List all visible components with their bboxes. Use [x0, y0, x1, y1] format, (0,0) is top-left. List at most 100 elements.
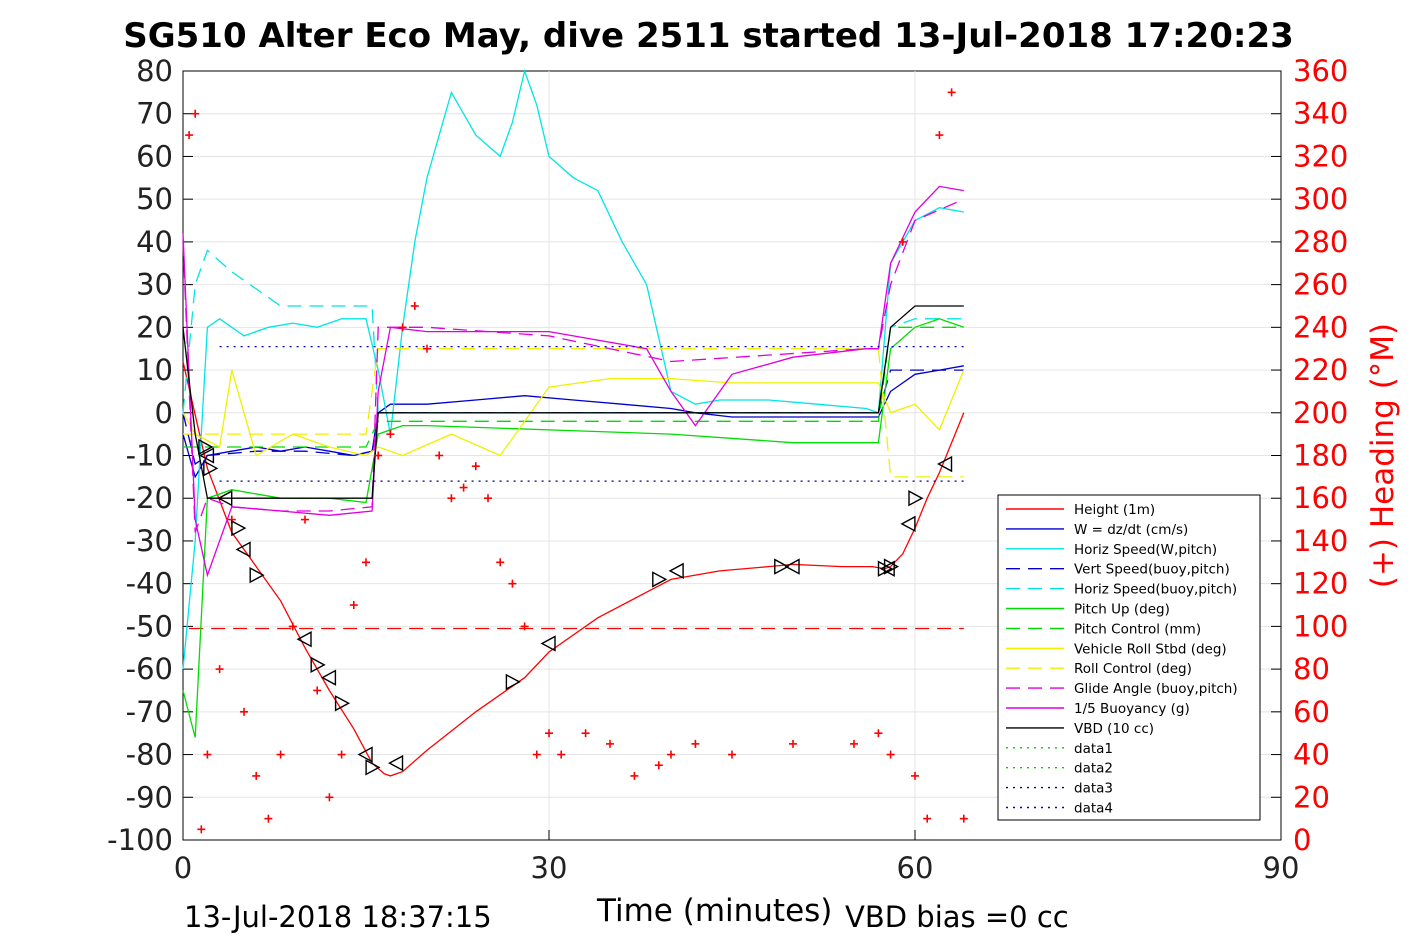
y-tick-label-left: -60: [126, 652, 173, 686]
legend-label: Vehicle Roll Stbd (deg): [1074, 641, 1227, 657]
heading-marker: [252, 771, 261, 780]
legend-entry: 1/5 Buoyancy (g): [1006, 701, 1190, 717]
y-tick-label-left: 80: [136, 54, 173, 88]
y-tick-label-right: 220: [1293, 353, 1348, 387]
legend-entry: data3: [1006, 781, 1113, 797]
heading-marker: [520, 622, 529, 631]
y-tick-label-left: 10: [136, 353, 173, 387]
heading-marker: [203, 750, 212, 759]
legend-entry: data1: [1006, 741, 1113, 757]
y-tick-label-right: 80: [1293, 652, 1330, 686]
footer-timestamp: 13-Jul-2018 18:37:15: [184, 900, 492, 934]
y-tick-label-left: 30: [136, 268, 173, 302]
heading-marker: [423, 344, 431, 353]
heading-marker: [691, 739, 700, 748]
series-line-vehicle-roll-stbd-deg: [182, 369, 965, 457]
y-tick-label-left: -80: [126, 738, 173, 772]
heading-marker: [911, 771, 919, 780]
heading-marker: [313, 686, 322, 695]
legend-label: Pitch Up (deg): [1074, 602, 1170, 618]
heading-marker: [935, 131, 944, 140]
heading-marker: [197, 825, 206, 834]
height-triangle-marker: [198, 438, 214, 456]
height-triangle-marker: [388, 754, 404, 772]
legend-label: data4: [1074, 801, 1113, 817]
height-triangle-marker: [774, 558, 790, 575]
heading-marker: [471, 462, 480, 471]
height-triangle-marker: [249, 566, 265, 584]
heading-marker: [215, 665, 224, 674]
series-line-horiz-speed-w-pitch: [182, 68, 964, 670]
legend-entry: Horiz Speed(W,pitch): [1006, 542, 1217, 558]
legend-entry: VBD (10 cc): [1006, 721, 1154, 737]
y-tick-label-right: 200: [1293, 396, 1348, 430]
heading-marker: [630, 771, 639, 780]
height-triangle-marker: [320, 669, 337, 686]
heading-marker: [886, 750, 895, 759]
heading-marker: [898, 237, 907, 246]
heading-marker: [362, 558, 370, 567]
height-triangle-marker: [235, 541, 251, 558]
legend-entry: Vehicle Roll Stbd (deg): [1006, 641, 1227, 657]
y-tick-label-right: 300: [1293, 182, 1348, 216]
y-tick-label-right: 360: [1293, 54, 1348, 88]
y-tick-label-left: 40: [136, 225, 173, 259]
legend-label: W = dz/dt (cm/s): [1074, 522, 1188, 538]
y-tick-label-right: 60: [1293, 695, 1330, 729]
legend-entry: Roll Control (deg): [1006, 661, 1192, 677]
height-triangle-marker: [540, 635, 556, 652]
series-line-w-dz-dt-cm-s: [182, 365, 964, 479]
height-triangle-marker: [217, 490, 233, 507]
heading-marker: [728, 750, 736, 759]
height-triangle-marker: [505, 673, 521, 691]
heading-marker: [484, 494, 492, 503]
height-triangle-marker: [231, 519, 247, 537]
vbd-bias-label: VBD bias =0 cc: [845, 900, 1069, 934]
legend-entry: data4: [1006, 801, 1113, 817]
legend-entry: Horiz Speed(buoy,pitch): [1006, 582, 1237, 598]
heading-marker: [850, 739, 858, 748]
x-tick-label: 60: [897, 851, 934, 885]
heading-marker: [398, 323, 407, 332]
y-tick-label-right: 100: [1293, 609, 1348, 643]
y-tick-label-right: 20: [1293, 780, 1330, 814]
x-tick-label: 0: [174, 851, 192, 885]
heading-marker: [447, 494, 456, 503]
y-tick-label-right: 260: [1293, 268, 1348, 302]
height-triangle-marker: [357, 746, 373, 763]
height-triangle-marker: [334, 695, 351, 712]
y-tick-label-left: 20: [136, 310, 173, 344]
heading-marker: [325, 793, 334, 802]
heading-marker: [386, 430, 395, 439]
y-tick-label-right: 140: [1293, 524, 1348, 558]
legend-label: Vert Speed(buoy,pitch): [1074, 562, 1230, 578]
y-tick-label-right: 120: [1293, 567, 1348, 601]
heading-marker: [185, 131, 194, 140]
legend-entry: data2: [1006, 761, 1113, 777]
heading-marker: [349, 601, 358, 610]
heading-marker: [581, 729, 590, 738]
heading-marker: [435, 451, 444, 460]
height-triangle-marker: [668, 562, 684, 580]
height-triangle-marker: [784, 558, 800, 575]
legend-label: Glide Angle (buoy,pitch): [1074, 681, 1238, 697]
heading-marker: [240, 707, 248, 716]
legend-entry: Pitch Control (mm): [1006, 621, 1201, 637]
height-triangle-marker: [883, 558, 900, 575]
heading-marker: [191, 109, 200, 118]
height-triangle-marker: [203, 460, 219, 477]
legend-label: Horiz Speed(W,pitch): [1074, 542, 1217, 558]
chart-title: SG510 Alter Eco May, dive 2511 started 1…: [123, 16, 1294, 56]
heading-marker: [606, 739, 614, 748]
heading-marker: [959, 814, 968, 823]
legend-label: Pitch Control (mm): [1074, 621, 1201, 637]
legend-label: Height (1m): [1074, 502, 1155, 518]
y-tick-label-left: 0: [155, 396, 173, 430]
y-tick-label-left: -90: [126, 780, 173, 814]
y-tick-label-left: -30: [126, 524, 173, 558]
y-tick-label-right: 180: [1293, 439, 1348, 473]
y-tick-label-left: 50: [136, 182, 173, 216]
heading-marker: [459, 483, 468, 492]
heading-marker: [557, 750, 566, 759]
